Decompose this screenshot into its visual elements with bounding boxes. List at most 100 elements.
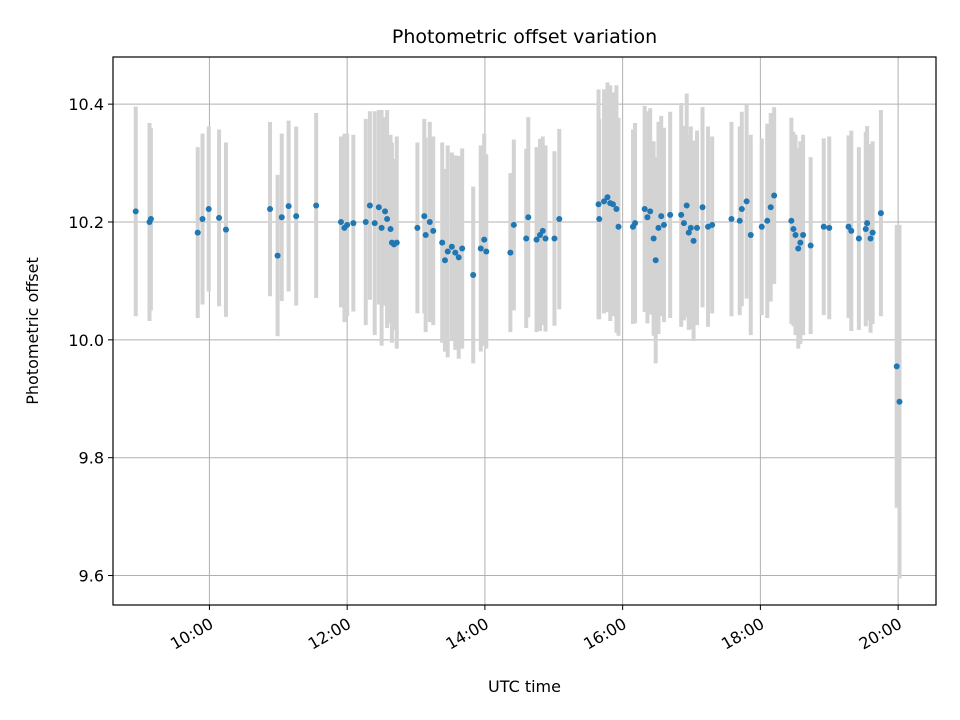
data-point: [384, 216, 391, 223]
data-point: [647, 208, 654, 215]
data-point: [650, 235, 657, 242]
y-tick-label: 10.4: [68, 95, 104, 114]
data-point: [414, 224, 421, 231]
data-point: [699, 204, 706, 211]
data-point: [430, 227, 437, 234]
data-point: [877, 210, 884, 217]
data-point: [455, 254, 462, 261]
data-point: [481, 236, 488, 243]
axes-frame: [112, 56, 937, 606]
data-point: [655, 224, 662, 231]
data-point: [771, 192, 778, 199]
data-point: [680, 220, 687, 227]
data-point: [556, 216, 563, 223]
data-point: [596, 216, 603, 223]
data-point: [387, 226, 394, 233]
data-point: [422, 231, 429, 238]
data-point: [709, 221, 716, 228]
data-point: [848, 227, 855, 234]
data-point: [601, 198, 608, 205]
data-point: [525, 214, 532, 221]
data-point: [507, 249, 514, 256]
data-point: [797, 239, 804, 246]
chart-title: Photometric offset variation: [392, 26, 657, 48]
data-point: [147, 216, 154, 223]
data-point: [267, 206, 274, 213]
data-point: [862, 226, 869, 233]
data-point: [441, 257, 448, 264]
data-point: [274, 252, 281, 259]
data-point: [743, 198, 750, 205]
y-tick-label: 10.2: [68, 213, 104, 232]
data-point: [788, 217, 795, 224]
data-point: [652, 257, 659, 264]
data-point: [855, 235, 862, 242]
data-point: [366, 202, 373, 209]
data-point: [452, 249, 459, 256]
data-points: [132, 192, 903, 405]
data-point: [667, 211, 674, 218]
data-point: [683, 202, 690, 209]
data-point: [539, 227, 546, 234]
data-point: [444, 248, 451, 255]
data-point: [685, 229, 692, 236]
data-point: [375, 204, 382, 211]
data-point: [792, 231, 799, 238]
data-point: [523, 235, 530, 242]
data-point: [660, 221, 667, 228]
data-point: [371, 220, 378, 227]
data-point: [393, 239, 400, 246]
data-point: [687, 224, 694, 231]
data-point: [609, 201, 616, 208]
data-point: [820, 223, 827, 230]
data-point: [285, 203, 292, 210]
data-point: [378, 224, 385, 231]
data-point: [362, 218, 369, 225]
y-tick-label: 9.6: [79, 567, 104, 586]
data-point: [864, 220, 871, 227]
data-point: [293, 213, 300, 220]
data-point: [216, 214, 223, 221]
y-tick-label: 10.0: [68, 331, 104, 350]
data-point: [764, 217, 771, 224]
data-point: [893, 363, 900, 370]
data-point: [795, 245, 802, 252]
data-point: [728, 216, 735, 223]
data-point: [613, 206, 620, 213]
data-point: [644, 214, 651, 221]
data-point: [595, 201, 602, 208]
data-point: [477, 245, 484, 252]
data-point: [448, 243, 455, 250]
data-point: [747, 231, 754, 238]
data-point: [690, 237, 697, 244]
data-point: [807, 242, 814, 249]
data-point: [790, 226, 797, 233]
data-point: [350, 220, 357, 227]
data-point: [767, 204, 774, 211]
data-point: [869, 229, 876, 236]
data-point: [542, 235, 549, 242]
data-point: [199, 216, 206, 223]
data-point: [313, 202, 320, 209]
data-point: [483, 248, 490, 255]
data-point: [510, 221, 517, 228]
data-point: [194, 229, 201, 236]
data-point: [604, 194, 611, 201]
data-point: [615, 223, 622, 230]
data-point: [459, 245, 466, 252]
data-point: [632, 220, 639, 227]
y-axis-label: Photometric offset: [23, 257, 42, 405]
data-point: [426, 218, 433, 225]
data-point: [694, 224, 701, 231]
data-point: [344, 221, 351, 228]
data-point: [551, 235, 558, 242]
data-point: [337, 218, 344, 225]
data-point: [758, 223, 765, 230]
data-point: [382, 208, 389, 215]
data-point: [738, 206, 745, 213]
data-point: [736, 217, 743, 224]
data-point: [205, 206, 212, 213]
data-point: [800, 231, 807, 238]
data-point: [867, 235, 874, 242]
